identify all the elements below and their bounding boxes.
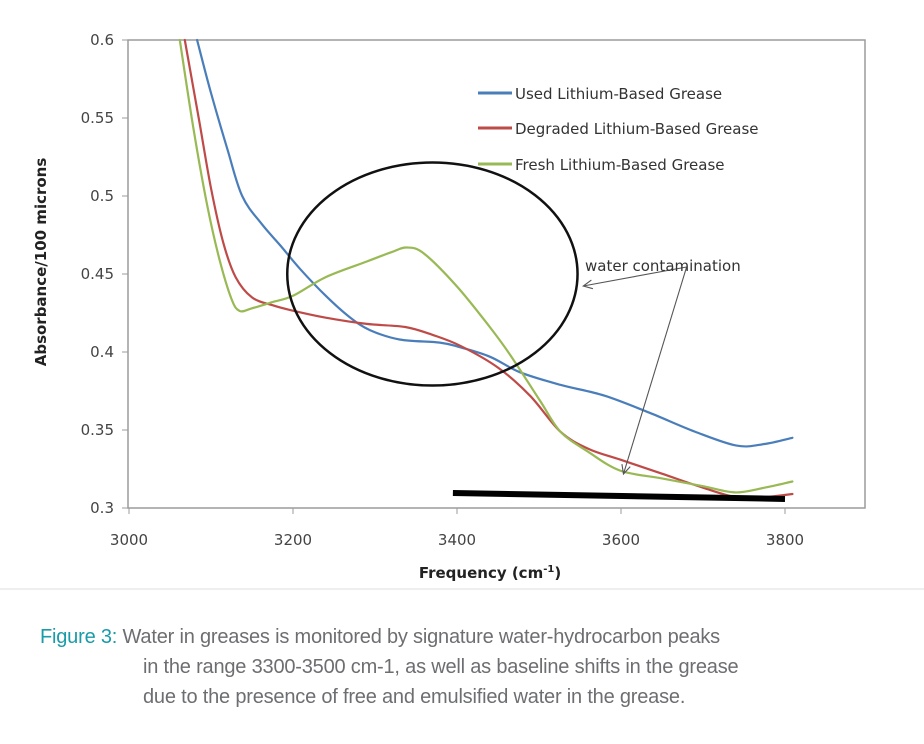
y-tick-label: 0.4 xyxy=(90,343,114,361)
legend-item-degraded: Degraded Lithium-Based Grease xyxy=(478,120,759,138)
annotation-arrow xyxy=(622,266,688,475)
separator-line xyxy=(0,588,924,590)
x-tick-label: 3200 xyxy=(274,531,312,549)
arrow-head-icon xyxy=(582,279,594,290)
x-tick-label: 3600 xyxy=(602,531,640,549)
series-used-line xyxy=(196,38,794,448)
legend-label-degraded: Degraded Lithium-Based Grease xyxy=(515,120,759,138)
y-axis-title: Absorbance/100 microns xyxy=(32,158,50,367)
series-fresh-line xyxy=(178,38,794,494)
y-tick-label: 0.55 xyxy=(81,109,114,127)
annotation-water-contamination: water contamination xyxy=(585,257,741,275)
series-degraded-line xyxy=(183,38,794,499)
legend-item-used: Used Lithium-Based Grease xyxy=(478,85,722,103)
figure-label: Figure 3: xyxy=(40,626,118,648)
x-tick-label: 3000 xyxy=(110,531,148,549)
y-tick-label: 0.3 xyxy=(90,499,114,517)
chart: 0.3 0.35 0.4 0.45 0.5 0.55 0.6 3000 3200 3400 360… xyxy=(32,31,866,582)
legend: Used Lithium-Based Grease Degraded Lithi… xyxy=(478,85,759,174)
figure-caption: Figure 3: Water in greases is monitored … xyxy=(40,622,920,712)
baseline-shift-bar xyxy=(452,490,786,502)
legend-item-fresh: Fresh Lithium-Based Grease xyxy=(478,156,725,174)
x-tick-label: 3800 xyxy=(766,531,804,549)
caption-line-3: due to the presence of free and emulsifi… xyxy=(143,686,686,708)
highlight-ellipse xyxy=(286,161,579,387)
annotations xyxy=(286,161,786,502)
caption-line-1: Figure 3: Water in greases is monitored … xyxy=(40,622,920,652)
x-tick-label: 3400 xyxy=(438,531,476,549)
x-axis-ticks: 3000 3200 3400 3600 3800 xyxy=(110,508,804,549)
series-lines xyxy=(178,38,794,499)
legend-label-used: Used Lithium-Based Grease xyxy=(515,85,722,103)
x-axis-title-superscript: -1 xyxy=(543,564,554,575)
y-tick-label: 0.45 xyxy=(81,265,114,283)
y-tick-label: 0.5 xyxy=(90,187,114,205)
y-axis-ticks: 0.3 0.35 0.4 0.45 0.5 0.55 0.6 xyxy=(81,31,128,517)
plot-area xyxy=(127,39,866,509)
y-tick-label: 0.35 xyxy=(81,421,114,439)
caption-line-2: in the range 3300-3500 cm-1, as well as … xyxy=(143,656,739,678)
legend-label-fresh: Fresh Lithium-Based Grease xyxy=(515,156,725,174)
arrow-head-icon xyxy=(621,464,631,476)
x-axis-title-end: ) xyxy=(554,564,561,582)
annotation-arrow xyxy=(583,266,687,287)
x-axis-title-main: Frequency (cm xyxy=(419,564,543,582)
caption-text-1: Water in greases is monitored by signatu… xyxy=(117,626,720,648)
x-axis-title: Frequency (cm-1) xyxy=(419,564,561,582)
y-tick-label: 0.6 xyxy=(90,31,114,49)
